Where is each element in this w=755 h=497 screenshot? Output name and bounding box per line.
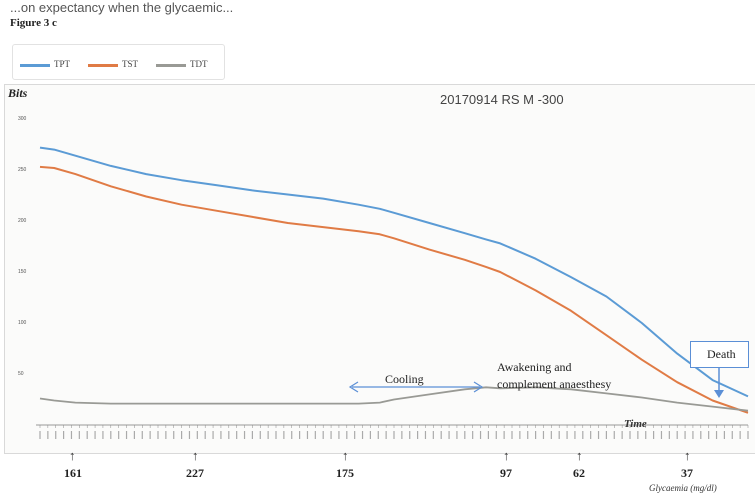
glycaemia-value: 62 [573,466,585,480]
glycaemia-value: 175 [336,466,354,480]
glycaemia-value: 161 [64,466,82,480]
legend-swatch-tst [88,64,118,67]
plot-area [4,84,755,454]
glycaemia-arrow-icon: ↑ [576,448,583,463]
y-axis-label: Bits [8,86,28,100]
glycaemia-arrow-icon: ↑ [503,448,510,463]
figure-label: Figure 3 c [10,17,57,29]
chart-title: 20170914 RS M -300 [440,92,564,107]
annotation-cooling: Cooling [385,372,424,386]
legend-label-tdt: TDT [190,59,208,69]
series-line-tst-line [39,165,749,414]
death-box [690,341,749,368]
glycaemia-arrow-icon: ↑ [69,448,76,463]
glycaemia-arrow-icon: ↑ [342,448,349,463]
annotation-awakening-2: complement anaesthesy [497,377,612,391]
glycaemia-value: 37 [681,466,693,480]
glycaemia-axis-label: Glycaemia (mg/dl) [649,483,717,493]
y-tick-label: 250 [18,167,27,173]
legend-swatch-tpt [20,64,50,67]
caption-text: ...on expectancy when the glycaemic... [10,0,234,15]
series-line-tpt-line [39,146,749,398]
glycaemia-arrow-icon: ↑ [684,448,691,463]
y-tick-label: 50 [18,371,24,377]
legend-label-tst: TST [122,59,139,69]
annotation-awakening-1: Awakening and [497,360,572,374]
chart-legend: TPT TST TDT [12,44,225,80]
death-arrowhead-icon [714,390,724,398]
x-axis-label: Time [624,418,647,430]
y-tick-label: 150 [18,269,27,275]
glycaemia-value: 227 [186,466,204,480]
series-line-tdt-line [39,386,749,412]
y-tick-label: 200 [18,218,27,224]
y-tick-label: 100 [18,320,27,326]
y-tick-label: 300 [18,116,27,122]
annotation-death: Death [707,347,736,361]
legend-swatch-tdt [156,64,186,67]
legend-label-tpt: TPT [54,59,71,69]
glycaemia-value: 97 [500,466,512,480]
cooling-arrowhead-left-icon [348,381,359,393]
glycaemia-arrow-icon: ↑ [192,448,199,463]
cooling-arrowhead-right-icon [473,381,484,393]
